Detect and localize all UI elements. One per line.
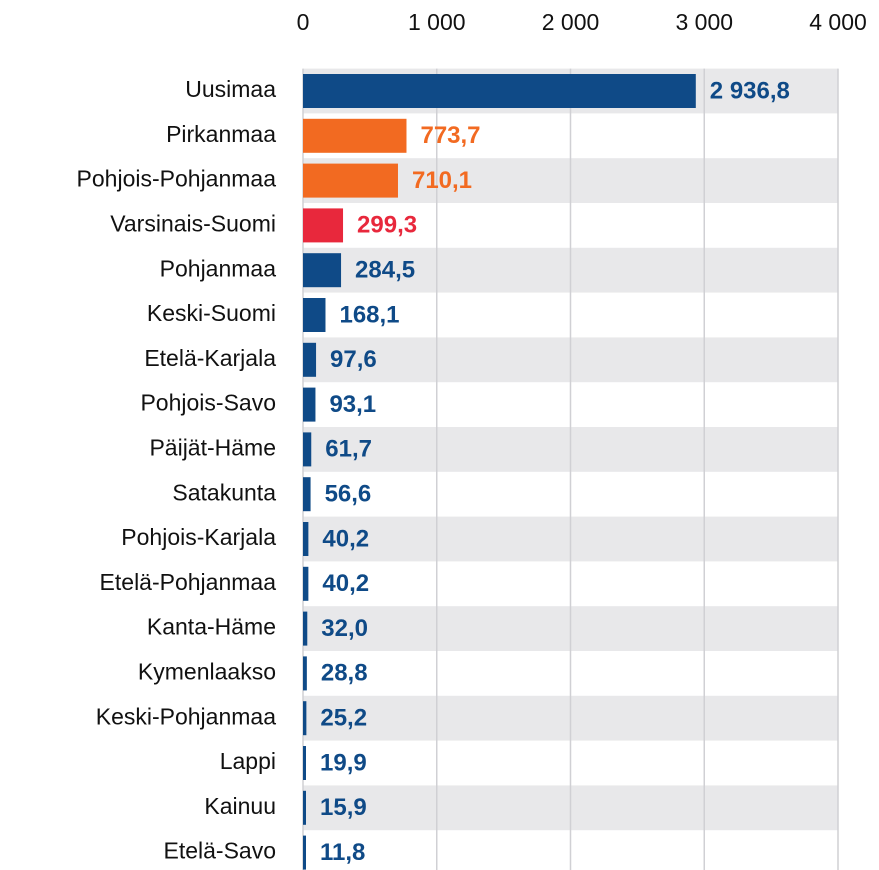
value-label: 40,2 bbox=[322, 570, 369, 597]
category-label: Etelä-Pohjanmaa bbox=[100, 569, 277, 595]
bar bbox=[303, 118, 407, 153]
category-label: Lappi bbox=[220, 748, 276, 774]
category-label: Uusimaa bbox=[185, 76, 276, 102]
value-label: 168,1 bbox=[339, 301, 399, 328]
bar bbox=[303, 74, 696, 108]
value-label: 28,8 bbox=[321, 660, 368, 687]
value-label: 93,1 bbox=[329, 391, 376, 418]
bar bbox=[303, 387, 316, 422]
x-tick-label: 2 000 bbox=[542, 9, 600, 35]
bar bbox=[303, 656, 307, 691]
value-label: 773,7 bbox=[420, 122, 480, 149]
bar bbox=[303, 163, 398, 198]
category-label: Päijät-Häme bbox=[149, 434, 276, 460]
category-label: Pohjanmaa bbox=[160, 255, 277, 281]
value-label: 61,7 bbox=[325, 436, 372, 463]
bar bbox=[303, 611, 308, 646]
value-label: 11,8 bbox=[320, 839, 365, 866]
bar bbox=[303, 790, 306, 825]
value-label: 19,9 bbox=[320, 749, 367, 776]
bar bbox=[303, 835, 306, 870]
category-label: Satakunta bbox=[172, 479, 276, 505]
bar bbox=[303, 477, 311, 512]
bar bbox=[303, 253, 342, 288]
x-tick-label: 4 000 bbox=[809, 9, 867, 35]
x-tick-label: 3 000 bbox=[675, 9, 733, 35]
x-tick-label: 0 bbox=[297, 9, 310, 35]
value-label: 299,3 bbox=[357, 212, 417, 239]
category-label: Pirkanmaa bbox=[166, 121, 276, 147]
bar bbox=[303, 522, 309, 556]
category-label: Keski-Suomi bbox=[147, 300, 276, 326]
category-label: Etelä-Savo bbox=[163, 838, 276, 864]
bar bbox=[303, 746, 306, 780]
category-label: Varsinais-Suomi bbox=[110, 210, 276, 236]
value-label: 56,6 bbox=[325, 481, 372, 508]
category-label: Etelä-Karjala bbox=[144, 345, 276, 371]
category-label: Kymenlaakso bbox=[138, 658, 276, 684]
value-label: 40,2 bbox=[322, 525, 369, 552]
value-label: 2 936,8 bbox=[710, 77, 790, 104]
value-label: 25,2 bbox=[320, 705, 367, 732]
category-label: Kanta-Häme bbox=[147, 614, 276, 640]
bar bbox=[303, 432, 312, 467]
bar bbox=[303, 342, 317, 377]
category-label: Keski-Pohjanmaa bbox=[96, 703, 276, 729]
value-label: 15,9 bbox=[320, 794, 367, 821]
category-label: Pohjois-Karjala bbox=[121, 524, 276, 550]
bar bbox=[303, 701, 307, 736]
value-label: 710,1 bbox=[412, 167, 472, 194]
bar bbox=[303, 298, 326, 332]
value-label: 284,5 bbox=[355, 257, 415, 284]
category-label: Kainuu bbox=[204, 793, 276, 819]
value-label: 32,0 bbox=[321, 615, 368, 642]
category-label: Pohjois-Pohjanmaa bbox=[77, 166, 277, 192]
x-tick-label: 1 000 bbox=[408, 9, 466, 35]
value-label: 97,6 bbox=[330, 346, 377, 373]
bar bbox=[303, 566, 309, 601]
category-label: Pohjois-Savo bbox=[140, 390, 276, 416]
bar bbox=[303, 208, 344, 243]
